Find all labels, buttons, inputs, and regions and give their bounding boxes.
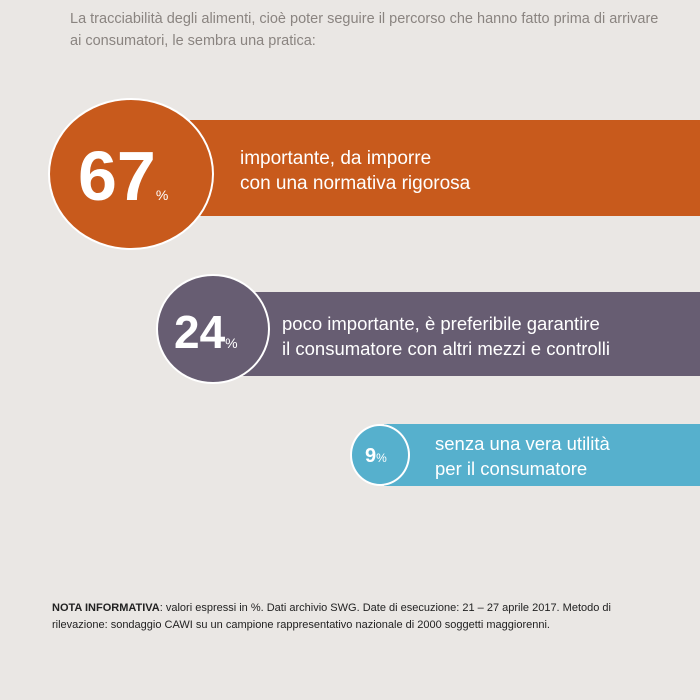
bar-67 xyxy=(190,120,700,216)
note-label: NOTA INFORMATIVA xyxy=(52,602,160,614)
bar-label-9: senza una vera utilità per il consumator… xyxy=(435,431,610,481)
value-circle-67 xyxy=(48,98,214,250)
value-number: 9 xyxy=(365,445,377,467)
bar-label-line: con una normativa rigorosa xyxy=(240,173,471,194)
bar-label-line: il consumatore con altri mezzi e control… xyxy=(282,338,610,359)
note-text: : valori espressi in %. Dati archivio SW… xyxy=(52,602,611,631)
value-9: 9% xyxy=(365,446,387,466)
bar-label-line: per il consumatore xyxy=(435,458,588,479)
bar-label-line: senza una vera utilità xyxy=(435,433,610,454)
bar-label-67: importante, da imporre con una normativa… xyxy=(240,146,470,196)
bar-label-24: poco importante, è preferibile garantire… xyxy=(282,311,610,361)
value-circle-9 xyxy=(350,424,410,486)
methodology-note: NOTA INFORMATIVA: valori espressi in %. … xyxy=(52,600,662,634)
value-number: 67 xyxy=(78,137,156,215)
percent-sign: % xyxy=(155,187,169,203)
bar-label-line: importante, da imporre xyxy=(240,148,432,169)
bar-label-line: poco importante, è preferibile garantire xyxy=(282,313,600,334)
value-24: 24% xyxy=(174,309,238,355)
value-number: 24 xyxy=(174,306,226,358)
survey-question: La tracciabilità degli alimenti, cioè po… xyxy=(70,11,659,49)
value-67: 67% xyxy=(78,141,168,211)
bar-9 xyxy=(384,424,700,486)
bar-24 xyxy=(230,292,700,376)
value-circle-24 xyxy=(156,274,270,384)
percent-sign: % xyxy=(225,335,238,351)
percent-sign: % xyxy=(376,451,387,465)
